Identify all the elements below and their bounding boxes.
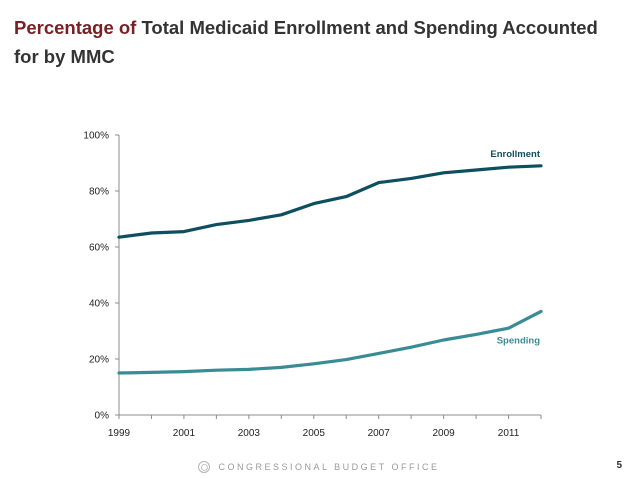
cbo-seal-icon — [198, 461, 211, 473]
page-number: 5 — [616, 460, 622, 471]
y-tick-label: 20% — [89, 355, 109, 366]
title-rest: Total Medicaid Enrollment and Spending A… — [14, 17, 598, 67]
chart-series — [117, 164, 543, 375]
x-tick-label: 1999 — [108, 428, 131, 439]
x-tick-label: 2005 — [303, 428, 326, 439]
series-label-spending: Spending — [497, 335, 540, 346]
y-tick-label: 100% — [83, 131, 109, 142]
chart-axes: 0% 20% 40% 60% 80% 100% 1999 2001 2003 2005 2007 20… — [83, 131, 542, 439]
footer-text: CONGRESSIONAL BUDGET OFFICE — [218, 462, 440, 472]
chart-series-labels: Enrollment Spending — [490, 149, 540, 347]
y-tick-label: 0% — [95, 411, 110, 422]
y-tick-label: 40% — [89, 299, 109, 310]
x-tick-label: 2001 — [173, 428, 196, 439]
x-tick-label: 2007 — [368, 428, 391, 439]
series-line-spending — [117, 309, 543, 375]
y-tick-label: 80% — [89, 187, 109, 198]
y-tick-label: 60% — [89, 243, 109, 254]
x-tick-label: 2009 — [432, 428, 455, 439]
chart-title: Percentage of Total Medicaid Enrollment … — [14, 13, 614, 71]
title-lead: Percentage of — [14, 17, 137, 38]
x-tick-label: 2003 — [238, 428, 261, 439]
x-tick-label: 2011 — [498, 428, 520, 439]
footer: CONGRESSIONAL BUDGET OFFICE — [0, 458, 638, 476]
series-label-enrollment: Enrollment — [490, 149, 540, 160]
series-line-enrollment — [117, 164, 543, 239]
